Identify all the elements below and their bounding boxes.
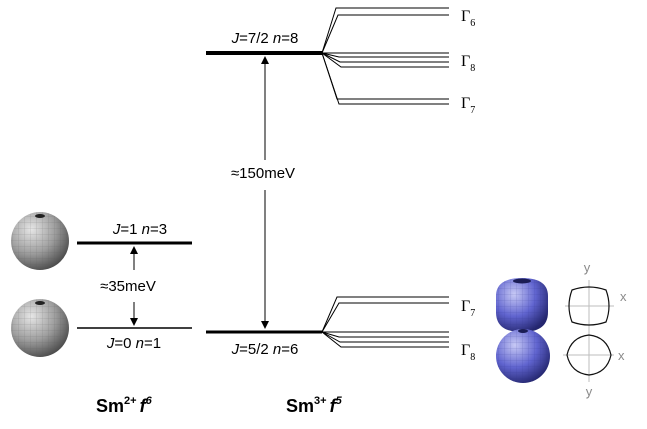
gamma-label-lower-1: Γ7	[461, 298, 475, 319]
axis-label-x-top: x	[620, 289, 627, 304]
sm3-gap-label: ≈150meV	[231, 165, 295, 182]
orbital-icon-gamma7	[496, 278, 548, 332]
gamma-label-upper-2: Γ8	[461, 53, 475, 74]
sm2-upper-level-label: J=1 n=3	[112, 221, 167, 238]
sm3-lower-level-label: J=5/2 n=6	[231, 341, 299, 358]
sm3-title: Sm3+ f5	[286, 395, 343, 416]
gamma-label-upper-1: Γ6	[461, 8, 475, 29]
lower-splitting-lines	[321, 296, 449, 348]
axis-label-x-bottom: x	[618, 348, 625, 363]
gamma-label-lower-2: Γ8	[461, 342, 475, 363]
orbital-icon-gamma8	[496, 329, 550, 383]
cross-section-gamma8: y x	[563, 328, 625, 399]
sm2-lower-level-label: J=0 n=1	[106, 335, 161, 352]
sm2-title: Sm2+ f6	[96, 395, 153, 416]
cross-section-gamma7: y x	[565, 260, 627, 332]
sphere-icon-lower	[11, 299, 69, 357]
sm3-upper-level-label: J=7/2 n=8	[231, 30, 299, 47]
sm2-gap-label: ≈35meV	[100, 278, 156, 295]
axis-label-y-top: y	[584, 260, 591, 275]
upper-splitting-lines	[321, 7, 449, 105]
sphere-icon-upper	[11, 212, 69, 270]
axis-label-y-bottom: y	[586, 384, 593, 399]
gamma-label-upper-3: Γ7	[461, 95, 475, 116]
